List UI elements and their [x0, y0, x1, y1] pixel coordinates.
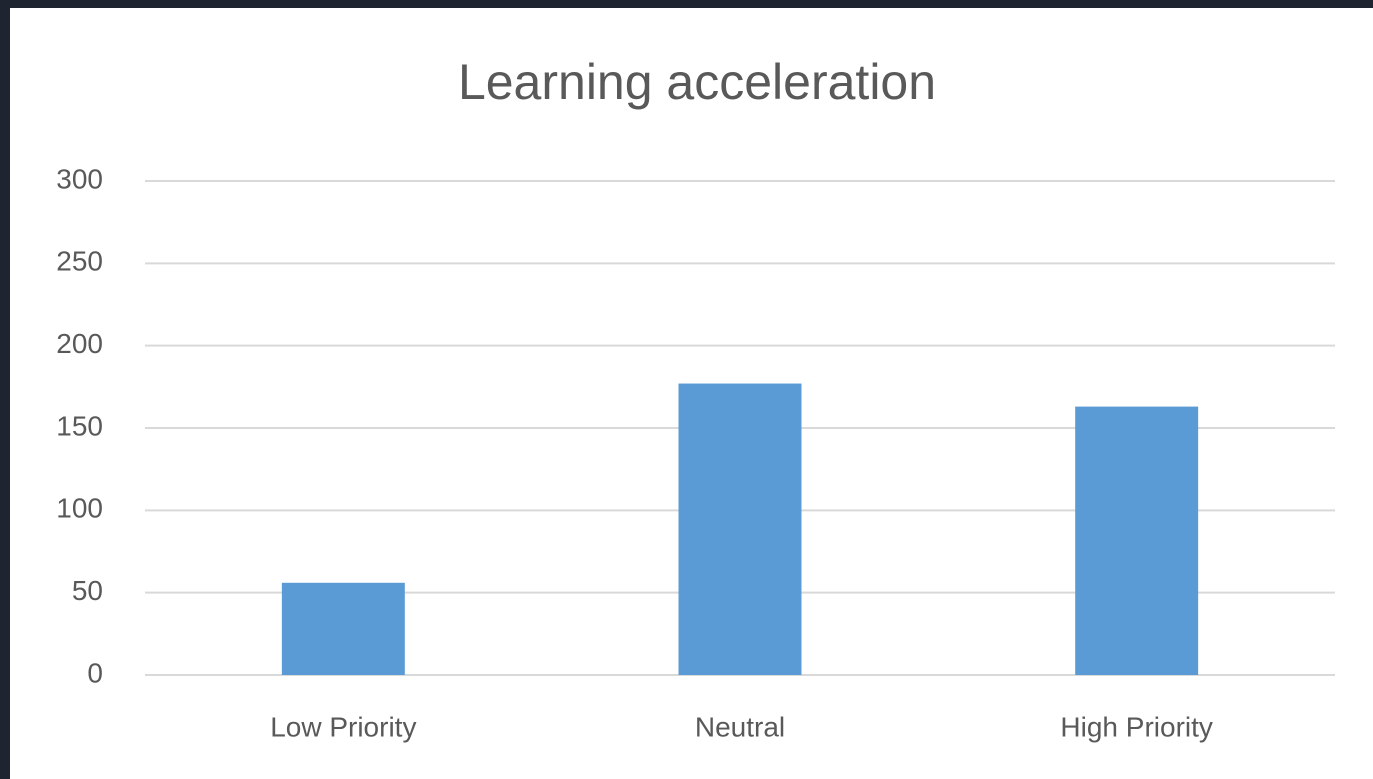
x-tick-label: Neutral: [695, 711, 785, 742]
chart-title: Learning acceleration: [458, 54, 936, 110]
x-tick-label: Low Priority: [270, 711, 416, 742]
y-tick-label: 0: [87, 657, 103, 688]
y-tick-label: 100: [56, 493, 103, 524]
bar: [678, 383, 802, 675]
bar: [281, 582, 405, 675]
y-tick-label: 150: [56, 410, 103, 441]
y-tick-label: 300: [56, 163, 103, 194]
bar: [1075, 406, 1199, 675]
y-tick-label: 200: [56, 328, 103, 359]
y-tick-label: 250: [56, 246, 103, 277]
x-tick-label: High Priority: [1060, 711, 1212, 742]
y-tick-label: 50: [72, 575, 103, 606]
